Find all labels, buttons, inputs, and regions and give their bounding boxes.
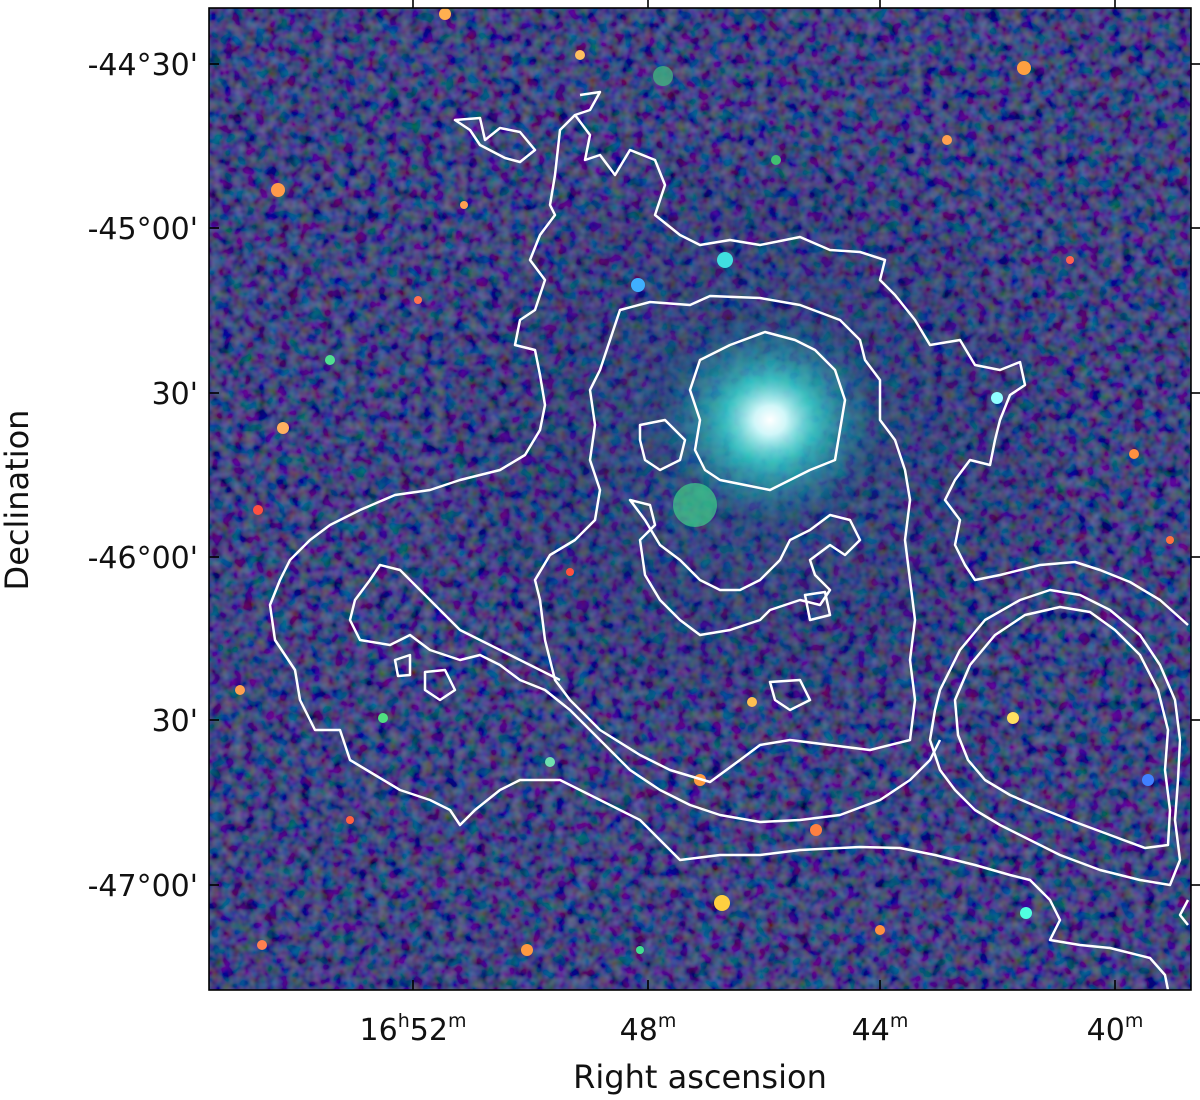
sky-image bbox=[209, 8, 1191, 990]
y-tick-marks bbox=[209, 63, 1200, 886]
y-tick-labels: -44°30' -45°00' 30' -46°00' 30' -47°00' bbox=[88, 48, 198, 904]
contour-outer bbox=[573, 90, 1189, 626]
x-tick-label-0: 16h52m bbox=[360, 1010, 467, 1048]
x-tick-label-1: 48m bbox=[620, 1010, 677, 1048]
contour-top-island bbox=[453, 116, 537, 164]
contour-island-b bbox=[768, 678, 812, 712]
contour-middle bbox=[533, 294, 917, 784]
y-tick-label-2: 30' bbox=[152, 377, 198, 412]
y-tick-label-4: 30' bbox=[152, 704, 198, 739]
contour-lines bbox=[268, 90, 1190, 990]
y-tick-label-3: -46°00' bbox=[88, 541, 198, 576]
contour-right-outer bbox=[928, 588, 1182, 887]
contour-island-a bbox=[423, 668, 457, 702]
x-tick-label-2: 44m bbox=[852, 1010, 909, 1048]
x-axis-title: Right ascension bbox=[573, 1058, 827, 1096]
x-tick-label-3: 40m bbox=[1087, 1010, 1144, 1048]
y-tick-label-1: -45°00' bbox=[88, 212, 198, 247]
contour-inner bbox=[688, 330, 847, 492]
y-tick-label-5: -47°00' bbox=[88, 869, 198, 904]
contour-far-right bbox=[1178, 899, 1190, 926]
contour-lower-core bbox=[628, 498, 862, 637]
x-tick-labels: 16h52m 48m 44m 40m bbox=[360, 1010, 1144, 1048]
contour-island-c bbox=[393, 653, 412, 678]
nebula-core bbox=[640, 300, 900, 540]
contour-inner-ring bbox=[348, 563, 942, 824]
plot-frame bbox=[208, 7, 1192, 991]
y-tick-label-0: -44°30' bbox=[88, 48, 198, 83]
x-tick-marks bbox=[412, 0, 1116, 990]
contour-inner-lobe bbox=[638, 418, 687, 472]
contour-outer-left bbox=[268, 114, 1170, 990]
point-sources bbox=[235, 8, 1174, 956]
y-axis-title: Declination bbox=[0, 410, 36, 591]
contour-island-d bbox=[803, 590, 832, 622]
contour-right-inner bbox=[953, 605, 1172, 850]
